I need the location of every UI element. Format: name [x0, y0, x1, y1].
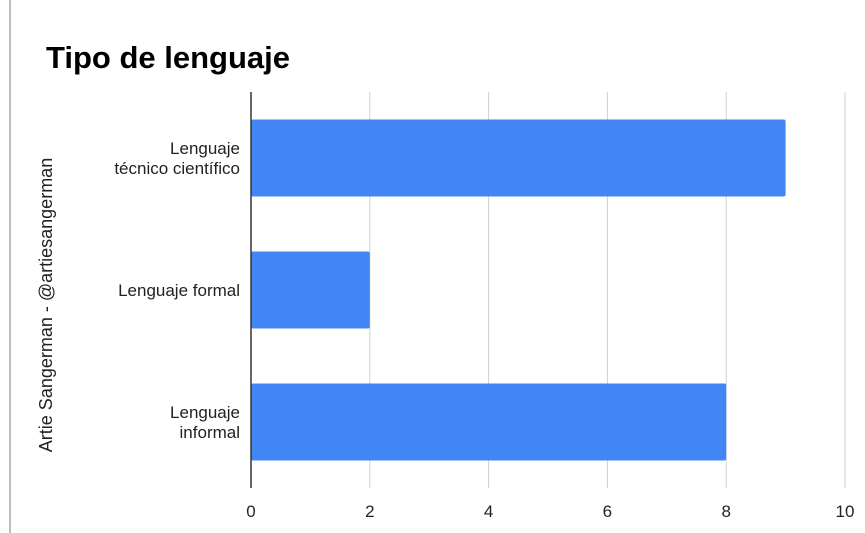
- bar: [251, 383, 727, 461]
- x-tick-label: 4: [484, 502, 493, 521]
- chart-title: Tipo de lenguaje: [46, 40, 290, 75]
- category-label: Lenguaje técnico científico: [114, 139, 240, 178]
- category-label: Lenguaje formal: [118, 281, 240, 300]
- bars: [251, 119, 786, 461]
- category-labels: Lenguaje técnico científico Lenguaje forma…: [114, 139, 240, 442]
- x-tick-label: 8: [721, 502, 730, 521]
- bar: [251, 251, 370, 329]
- x-tick-label: 0: [246, 502, 255, 521]
- x-tick-label: 2: [365, 502, 374, 521]
- category-label: Lenguaje informal: [170, 403, 240, 442]
- x-tick-labels: 0 2 4 6 8 10: [246, 502, 854, 521]
- bar: [251, 119, 786, 197]
- y-axis-label: Artie Sangerman - @artiesangerman: [36, 158, 56, 452]
- x-tick-label: 6: [603, 502, 612, 521]
- x-tick-label: 10: [836, 502, 855, 521]
